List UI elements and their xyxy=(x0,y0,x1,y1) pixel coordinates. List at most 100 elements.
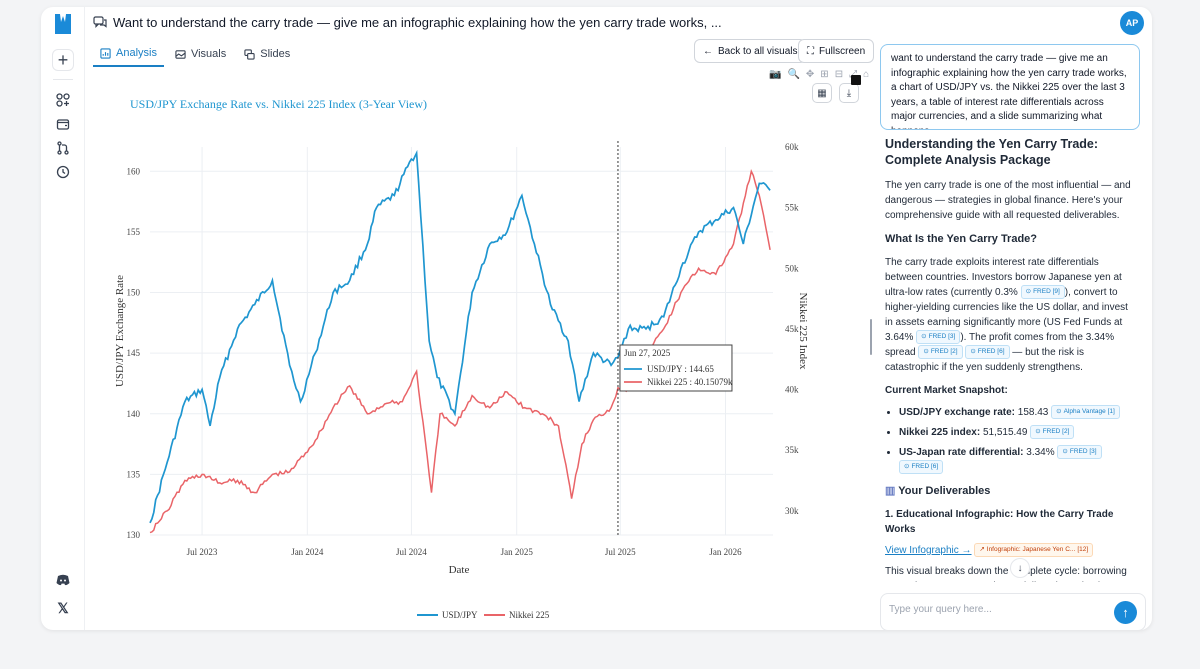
query-input[interactable] xyxy=(889,604,1109,615)
tab-label: Slides xyxy=(260,48,291,60)
arrow-left-icon: ← xyxy=(703,45,713,57)
y-axis-ticks: 130 135 140 145 150 155 160 xyxy=(127,166,141,540)
wallet-icon[interactable] xyxy=(52,113,74,135)
cite-number: [12] xyxy=(1077,546,1089,554)
grid-view-icon[interactable]: ▦ xyxy=(812,83,832,103)
camera-icon[interactable]: 📷 xyxy=(769,69,782,80)
assistant-response: Understanding the Yen Carry Trade: Compl… xyxy=(885,136,1135,582)
zoom-icon[interactable]: 🔍 xyxy=(787,69,800,80)
y-tick-label: 160 xyxy=(127,166,141,176)
view-tabs: Analysis Visuals Slides xyxy=(93,41,297,67)
citation-badge[interactable]: ⊙ FRED [2] xyxy=(1030,425,1075,440)
legend-nikkei[interactable]: Nikkei 225 xyxy=(509,610,550,620)
chat-panel: want to understand the carry trade — giv… xyxy=(873,40,1148,630)
chart-panel: 📷 🔍 ✥ ⊞ ⊟ ⤢ ⌂ ▦ ⤓ USD/JPY Exchange Rate … xyxy=(93,67,869,627)
list-item: USD/JPY exchange rate: 158.43 ⊙ Alpha Va… xyxy=(899,405,1135,420)
citation-badge[interactable]: ⊙ FRED [6] xyxy=(899,460,944,475)
image-icon xyxy=(175,49,186,59)
y2-tick-label: 35k xyxy=(785,445,799,455)
y2-tick-label: 40k xyxy=(785,385,799,395)
cite-label: FRED [6] xyxy=(977,348,1005,356)
logo-icon[interactable] xyxy=(52,13,74,35)
series-line-nikkei[interactable] xyxy=(149,169,771,534)
zoom-out-icon[interactable]: ⊟ xyxy=(834,69,844,80)
tab-label: Visuals xyxy=(190,48,227,60)
snapshot-value: 3.34% xyxy=(1026,447,1055,458)
citation-badge[interactable]: ⊙ FRED [3] xyxy=(916,330,961,345)
autoscale-icon[interactable]: ⤢ xyxy=(849,69,857,80)
x-tick-label: Jul 2025 xyxy=(605,547,636,557)
x-social-icon[interactable]: 𝕏 xyxy=(57,599,69,616)
legend-usdjpy[interactable]: USD/JPY xyxy=(442,610,478,620)
snapshot-list: USD/JPY exchange rate: 158.43 ⊙ Alpha Va… xyxy=(885,405,1135,475)
deliverable-1-title: 1. Educational Infographic: How the Carr… xyxy=(885,509,1114,535)
x-tick-label: Jul 2024 xyxy=(396,547,427,557)
usdjpy-nikkei-chart[interactable]: USD/JPY Exchange Rate vs. Nikkei 225 Ind… xyxy=(93,67,869,627)
y-tick-label: 145 xyxy=(127,348,141,358)
citation-badge[interactable]: ⊙ FRED [9] xyxy=(1020,285,1065,300)
y-tick-label: 150 xyxy=(127,288,141,298)
hover-tooltip: Jun 27, 2025 USD/JPY : 144.65 Nikkei 225… xyxy=(619,344,733,392)
tab-slides[interactable]: Slides xyxy=(237,41,297,67)
cite-label: Alpha Vantage [1] xyxy=(1063,408,1115,416)
x-axis-ticks: Jul 2023 Jan 2024 Jul 2024 Jan 2025 Jul 2025… xyxy=(187,547,742,557)
tab-analysis[interactable]: Analysis xyxy=(93,41,164,67)
chart-grid xyxy=(150,147,773,536)
text-p4: — but the risk is catastrophic if the ye… xyxy=(885,347,1084,373)
discord-icon[interactable] xyxy=(52,569,74,591)
deliverable-1-links: View Infographic → ↗ Infographic: Japane… xyxy=(885,543,1135,558)
cite-label: FRED [6] xyxy=(911,463,939,471)
branch-icon[interactable] xyxy=(52,137,74,159)
back-to-visuals-button[interactable]: ← Back to all visuals xyxy=(694,39,807,63)
y2-tick-label: 60k xyxy=(785,142,799,152)
text-p3: ). The profit comes from the 3.34% sprea… xyxy=(885,332,1115,358)
cite-label: FRED [3] xyxy=(1069,448,1097,456)
view-infographic-link[interactable]: View Infographic → xyxy=(885,545,972,556)
cite-label: FRED [2] xyxy=(930,348,958,356)
section-heading-what: What Is the Yen Carry Trade? xyxy=(885,233,1038,245)
user-query: want to understand the carry trade — giv… xyxy=(880,44,1140,130)
snapshot-value: 158.43 xyxy=(1017,407,1049,418)
citation-badge[interactable]: ⊙ FRED [6] xyxy=(965,345,1010,360)
fullscreen-button[interactable]: ⛶ Fullscreen xyxy=(798,39,875,63)
series-line-usdjpy[interactable] xyxy=(149,149,771,524)
explanation-paragraph: The carry trade exploits interest rate d… xyxy=(885,255,1135,375)
apps-icon[interactable] xyxy=(52,89,74,111)
y2-tick-label: 45k xyxy=(785,324,799,334)
citation-badge[interactable]: ⊙ Alpha Vantage [1] xyxy=(1051,405,1120,420)
citation-badge[interactable]: ⊙ FRED [3] xyxy=(1057,445,1102,460)
new-chat-button[interactable]: + xyxy=(52,49,74,71)
cite-label: FRED [2] xyxy=(1042,428,1070,436)
cite-label: Infographic: Japanese Yen C... xyxy=(986,546,1076,554)
snapshot-value: 51,515.49 xyxy=(982,427,1028,438)
expand-corner-icon[interactable] xyxy=(851,75,861,85)
header: Want to understand the carry trade — giv… xyxy=(85,7,1152,41)
left-rail: + 𝕏 xyxy=(41,7,85,630)
panel-resize-handle[interactable] xyxy=(869,319,873,355)
response-intro: The yen carry trade is one of the most i… xyxy=(885,180,1131,221)
query-input-box: ↑ xyxy=(880,593,1146,630)
download-icon[interactable]: ⤓ xyxy=(839,83,859,103)
pan-icon[interactable]: ✥ xyxy=(805,69,815,80)
home-icon[interactable]: ⌂ xyxy=(863,69,870,80)
deliverables-heading: ▥ Your Deliverables xyxy=(885,484,1135,499)
deliverable-1-description: This visual breaks down the complete cyc… xyxy=(885,566,1127,582)
send-button[interactable]: ↑ xyxy=(1114,601,1137,624)
x-tick-label: Jul 2023 xyxy=(187,547,218,557)
zoom-in-icon[interactable]: ⊞ xyxy=(820,69,829,80)
text-p2: ), convert to higher-yielding currencies… xyxy=(885,287,1128,343)
history-icon[interactable] xyxy=(52,161,74,183)
plot-toolbar: 📷 🔍 ✥ ⊞ ⊟ ⤢ ⌂ xyxy=(769,69,869,80)
infographic-citation[interactable]: ↗ Infographic: Japanese Yen C... [12] xyxy=(974,543,1094,558)
tab-visuals[interactable]: Visuals xyxy=(168,41,233,67)
scroll-down-button[interactable]: ↓ xyxy=(1010,558,1030,578)
y-tick-label: 155 xyxy=(127,227,141,237)
snapshot-label: USD/JPY exchange rate: xyxy=(899,407,1015,418)
chart-icon xyxy=(100,47,111,59)
avatar[interactable]: AP xyxy=(1120,11,1144,35)
x-axis-label: Date xyxy=(449,564,470,576)
text-p1: The carry trade exploits interest rate d… xyxy=(885,257,1122,298)
y2-axis-ticks: 30k 35k 40k 45k 50k 55k 60k xyxy=(785,142,799,516)
citation-badge[interactable]: ⊙ FRED [2] xyxy=(918,345,963,360)
back-label: Back to all visuals xyxy=(718,45,798,57)
